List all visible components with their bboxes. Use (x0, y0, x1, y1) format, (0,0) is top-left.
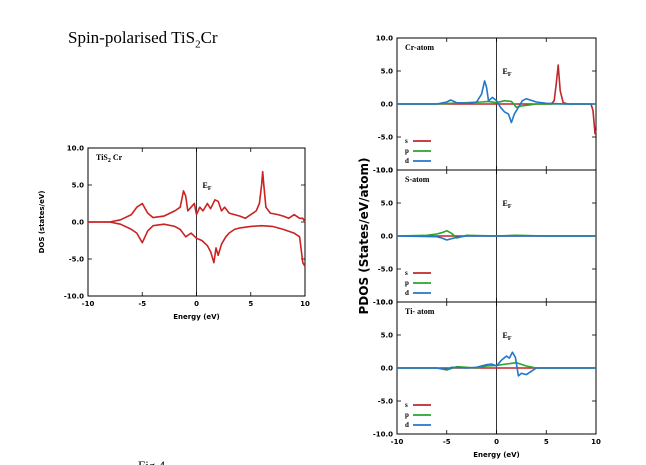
fermi-label-cr: EF (503, 67, 512, 78)
y-tick-label-dos: -5.0 (69, 256, 84, 264)
series-line-cr-d (397, 80, 596, 124)
panel-label-suffix: Cr (111, 153, 123, 162)
x-axis-label-ti: Energy (eV) (473, 451, 520, 459)
series-line-cr-p (397, 99, 596, 109)
fermi-label-ti: EF (503, 331, 512, 342)
x-tick-label-dos: -5 (138, 300, 146, 308)
figure-title: Spin-polarised TiS2Cr (68, 28, 218, 51)
y-tick-label-ti: 10.0 (376, 299, 393, 307)
fermi-label-s-sub: F (508, 204, 512, 210)
fermi-label-dos-sub: F (208, 186, 212, 192)
panel-label-main: TiS (96, 153, 108, 162)
legend-label-s-p: p (405, 279, 409, 287)
x-axis-label-dos: Energy (eV) (173, 313, 220, 321)
x-tick-label-dos: 5 (248, 300, 253, 308)
y-tick-label-cr: 10.0 (376, 35, 393, 43)
y-tick-label-s: 0.0 (381, 233, 394, 241)
y-tick-label-s: 10.0 (376, 167, 393, 175)
x-tick-label-dos: -10 (82, 300, 95, 308)
legend-label-ti-s: s (405, 401, 408, 409)
y-axis-label-dos: DOS (states/eV) (38, 191, 46, 254)
y-tick-label-s: -5.0 (378, 266, 393, 274)
fermi-label-dos: EF (203, 181, 212, 192)
series-line-ti-d (397, 351, 596, 377)
fermi-label-s-main: E (503, 199, 508, 208)
y-tick-label-ti: 5.0 (381, 332, 394, 340)
y-tick-label-s: -10.0 (373, 299, 393, 307)
x-tick-label-ti: -10 (391, 438, 404, 446)
x-tick-label-ti: 0 (494, 438, 499, 446)
y-tick-label-ti: -10.0 (373, 431, 393, 439)
figure-caption: Fig 4 (138, 458, 166, 465)
y-tick-label-cr: -10.0 (373, 167, 393, 175)
panel-label-sub: 2 (108, 158, 111, 164)
fermi-label-ti-main: E (503, 331, 508, 340)
y-tick-label-dos: 10.0 (67, 145, 84, 153)
y-tick-label-cr: 5.0 (381, 68, 394, 76)
y-tick-label-ti: 0.0 (381, 365, 394, 373)
y-tick-label-cr: -5.0 (378, 134, 393, 142)
legend-label-s-s: s (405, 269, 408, 277)
y-tick-label-dos: -10.0 (64, 293, 84, 301)
x-tick-label-dos: 0 (194, 300, 199, 308)
fermi-label-cr-sub: F (508, 72, 512, 78)
y-axis-label-pdos: PDOS (States/eV/atom) (357, 157, 371, 314)
legend-label-cr-p: p (405, 147, 409, 155)
series-line-cr-s (397, 64, 597, 135)
series-line-dos-spin-up (88, 170, 306, 223)
panel-label-cr: Cr-atom (405, 43, 434, 52)
legend-label-ti-p: p (405, 411, 409, 419)
y-tick-label-s: 5.0 (381, 200, 394, 208)
series-line-s-d (396, 235, 596, 241)
y-tick-label-ti: -5.0 (378, 398, 393, 406)
y-tick-label-dos: 5.0 (72, 182, 85, 190)
legend-label-s-d: d (405, 289, 409, 297)
fermi-label-cr-main: E (503, 67, 508, 76)
panel-label-s: S-atom (405, 175, 430, 184)
x-tick-label-ti: 10 (591, 438, 601, 446)
legend-label-cr-s: s (405, 137, 408, 145)
series-line-dos-spin-down (88, 221, 306, 267)
fermi-label-dos-main: E (203, 181, 208, 190)
legend-label-cr-d: d (405, 157, 409, 165)
x-tick-label-ti: -5 (443, 438, 451, 446)
x-tick-label-dos: 10 (300, 300, 310, 308)
y-tick-label-cr: 0.0 (381, 101, 394, 109)
fermi-label-s: EF (503, 199, 512, 210)
panel-label-ti: Ti- atom (405, 307, 435, 316)
fermi-label-ti-sub: F (508, 336, 512, 342)
panel-label-dos: TiS2 Cr (96, 153, 123, 164)
legend-label-ti-d: d (405, 421, 409, 429)
x-tick-label-ti: 5 (544, 438, 549, 446)
y-tick-label-dos: 0.0 (72, 219, 85, 227)
